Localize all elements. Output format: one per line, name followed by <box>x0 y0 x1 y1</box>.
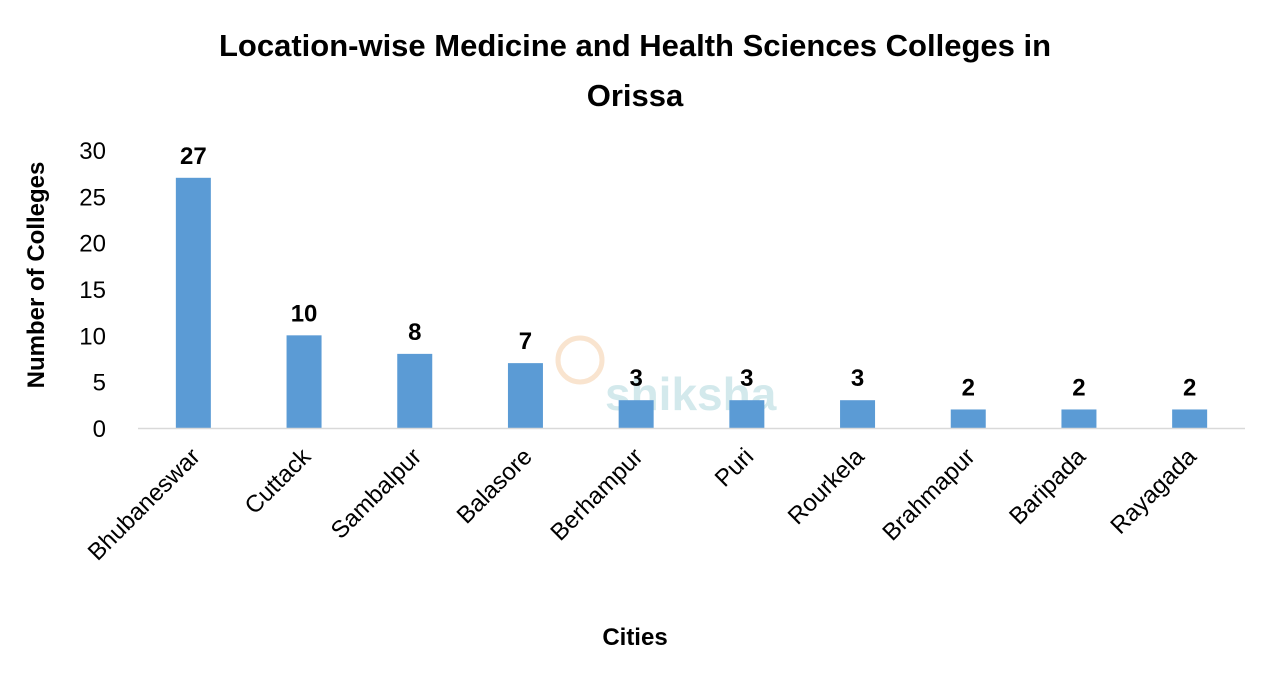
x-tick-label: Bhubaneswar <box>83 443 206 566</box>
x-tick-label: Berhampur <box>545 443 648 546</box>
data-label: 27 <box>180 143 207 170</box>
bar-brahmapur <box>950 409 986 428</box>
data-label: 3 <box>851 365 864 392</box>
watermark-logo-icon <box>555 335 605 385</box>
data-label: 8 <box>408 319 421 346</box>
y-tick-label: 15 <box>79 277 106 304</box>
x-axis-label: Cities <box>602 624 667 651</box>
data-label: 2 <box>1183 374 1196 401</box>
bar-balasore <box>507 363 543 428</box>
bar-baripada <box>1061 409 1097 428</box>
data-label: 2 <box>1072 374 1085 401</box>
bar-rourkela <box>840 400 876 428</box>
bar-rayagada <box>1172 409 1208 428</box>
bar-puri <box>729 400 765 428</box>
y-axis-label: Number of Colleges <box>23 162 50 389</box>
chart-title-line-2: Orissa <box>587 78 684 113</box>
y-tick-label: 5 <box>93 370 106 397</box>
x-tick-label: Balasore <box>452 443 538 529</box>
chart-title-line-1: Location-wise Medicine and Health Scienc… <box>219 28 1051 63</box>
x-tick-label: Rayagada <box>1105 443 1202 540</box>
y-tick-label: 30 <box>79 138 106 165</box>
data-label: 3 <box>740 365 753 392</box>
y-tick-label: 20 <box>79 231 106 258</box>
bar-berhampur <box>618 400 654 428</box>
data-label: 2 <box>962 374 975 401</box>
data-label: 10 <box>291 300 318 327</box>
y-tick-label: 10 <box>79 323 106 350</box>
data-label: 3 <box>629 365 642 392</box>
bar-sambalpur <box>397 353 433 428</box>
y-tick-label: 25 <box>79 184 106 211</box>
bar-bhubaneswar <box>175 177 211 428</box>
bar-cuttack <box>286 335 322 428</box>
x-tick-label: Cuttack <box>240 442 317 519</box>
data-label: 7 <box>519 328 532 355</box>
x-tick-label: Brahmapur <box>877 443 980 546</box>
x-tick-label: Puri <box>710 443 759 492</box>
x-tick-label: Baripada <box>1004 443 1091 530</box>
x-tick-label: Sambalpur <box>326 443 427 544</box>
x-tick-label: Rourkela <box>783 443 870 530</box>
y-tick-label: 0 <box>93 416 106 443</box>
